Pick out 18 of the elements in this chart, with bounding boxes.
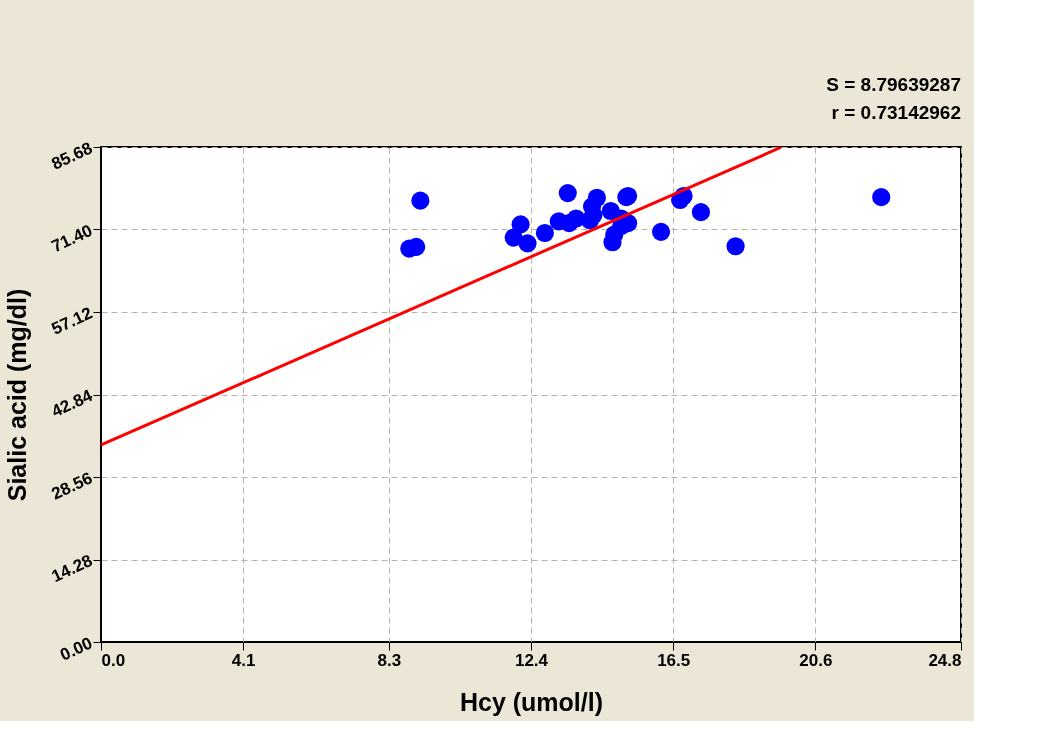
x-tick-label: 12.4 xyxy=(514,650,549,670)
x-tick-label: 24.8 xyxy=(928,650,962,670)
y-tick-label: 71.40 xyxy=(48,220,96,257)
y-tick-label: 28.56 xyxy=(48,468,96,504)
y-tick-label: 0.00 xyxy=(57,633,96,665)
x-tick-label: 20.6 xyxy=(799,650,833,670)
x-tick-label: 8.3 xyxy=(377,650,402,670)
y-tick-label: 57.12 xyxy=(48,303,96,339)
text: S = 8.79639287 xyxy=(826,74,961,95)
x-tick-label: 0.0 xyxy=(101,650,126,670)
x-axis-title: Hcy (umol/l) xyxy=(459,687,604,716)
y-tick-label: 42.84 xyxy=(48,385,96,422)
y-tick-label: 85.68 xyxy=(48,138,96,174)
x-tick-label: 4.1 xyxy=(231,650,256,670)
y-tick-label: 14.28 xyxy=(48,550,96,587)
text: r = 0.73142962 xyxy=(831,102,961,123)
x-tick-label: 16.5 xyxy=(657,650,691,670)
y-axis-title: Sialic acid (mg/dl) xyxy=(3,288,32,502)
